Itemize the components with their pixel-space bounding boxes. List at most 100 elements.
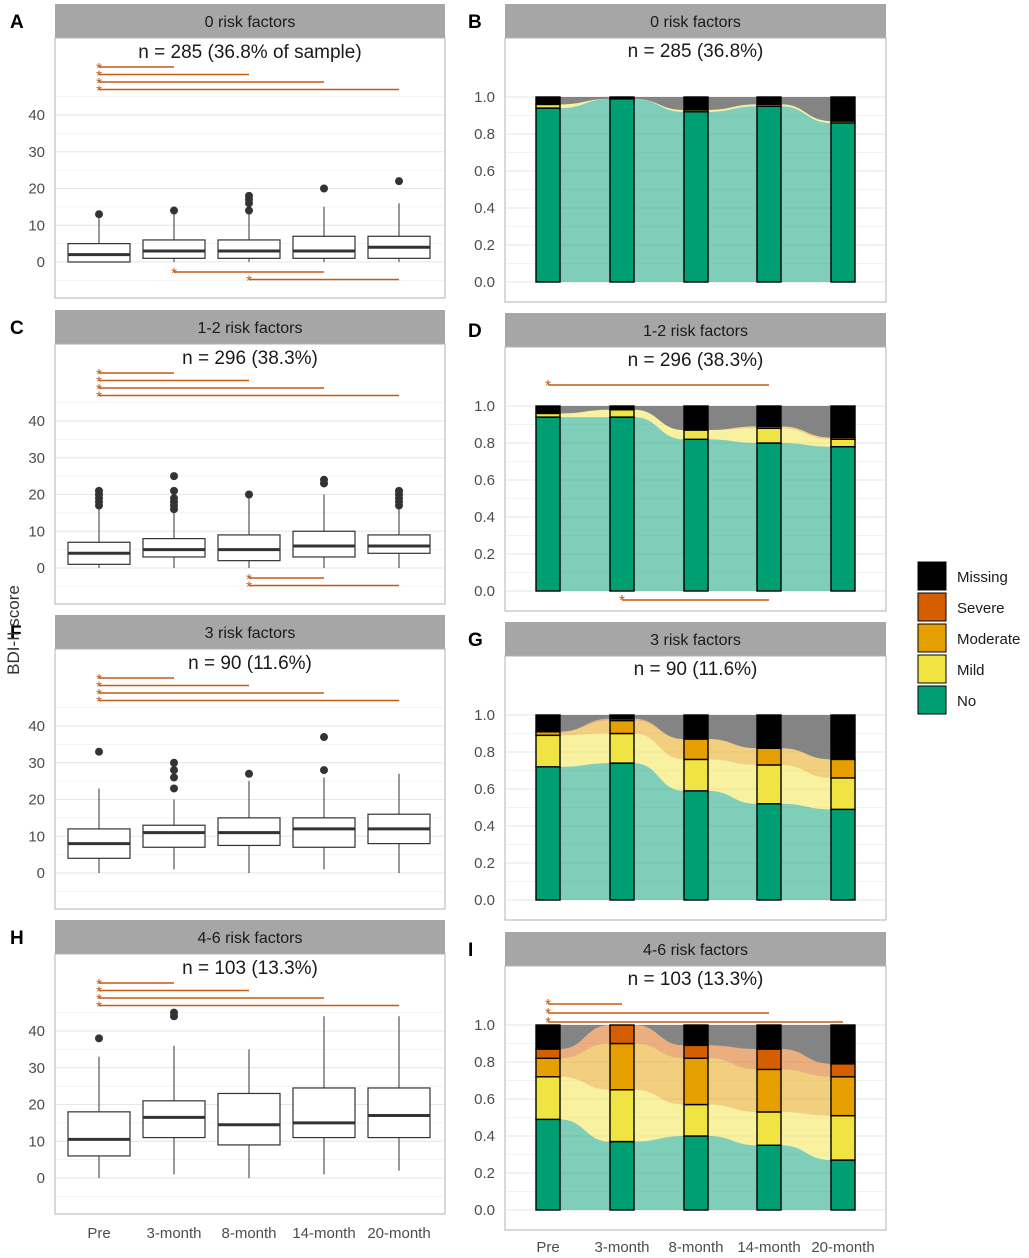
box-iqr [142,239,206,259]
stacked-bar [756,405,782,592]
stacked-bar [535,1024,561,1211]
y-tick-label: 40 [28,718,45,735]
box-iqr [217,1092,281,1146]
legend-swatch [917,623,947,653]
panel-label: F [10,623,22,644]
y-tick-label: 10 [28,1133,45,1150]
bar-segment-no [756,803,782,901]
bar-segment-mild [683,758,709,792]
x-tick-label: 8-month [221,1225,276,1242]
outlier-point [245,206,253,215]
bar-segment-missing [535,1024,561,1050]
box-iqr [367,534,431,554]
bar-segment-no [830,1159,856,1211]
alluvial-flow [708,97,757,110]
legend-label: Mild [957,662,985,679]
bar-segment-moderate [535,1057,561,1078]
alluvial-flow [634,1043,684,1105]
significance-marker: * [96,381,102,398]
bar-segment-missing [683,405,709,431]
significance-marker: * [545,1014,551,1031]
bar-segment-mild [830,777,856,811]
panel-label: I [468,940,473,961]
outlier-point [95,210,103,219]
bar-segment-missing [609,405,635,411]
significance-marker: * [96,83,102,100]
stacked-bar [830,405,856,592]
alluvial-flow [634,1025,684,1059]
outlier-point [395,486,403,495]
boxplot-panel: H 4-6 risk factors n = 103 (13.3%) 0 10 20 30 4… [10,920,446,1242]
x-tick-label: 20-month [811,1239,874,1256]
y-tick-label: 40 [28,107,45,124]
sample-size-label: n = 103 (13.3%) [628,969,764,990]
outlier-point [170,766,178,775]
y-tick-label: 40 [28,413,45,430]
legend-label: No [957,693,976,710]
y-tick-label: 30 [28,755,45,772]
sample-size-label: n = 296 (38.3%) [628,350,764,371]
alluvial-panel: I 4-6 risk factors n = 103 (13.3%) 0.0 0.2 0.… [468,932,887,1256]
alluvial-flow [634,1089,684,1142]
y-tick-label: 10 [28,217,45,234]
alluvial-flow [781,1069,831,1116]
y-tick-label: 0.8 [474,744,495,761]
outlier-point [170,486,178,495]
alluvial-flow [781,748,831,778]
significance-marker: * [96,679,102,696]
bar-segment-no [756,105,782,283]
bar-segment-no [535,1118,561,1211]
alluvial-flow [634,98,684,112]
boxplot-panel: A 0 risk factors n = 285 (36.8% of sample)… [10,4,446,299]
box [292,1016,356,1175]
x-tick-label: 3-month [594,1239,649,1256]
legend-label: Missing [957,569,1008,586]
y-tick-label: 0.2 [474,546,495,563]
alluvial-flow [560,406,610,414]
legend-swatch [917,685,947,715]
alluvial-flow [781,1049,831,1077]
alluvial-flow [634,720,684,760]
box-iqr [67,1111,131,1157]
facet-strip-title: 3 risk factors [205,625,296,642]
y-tick-label: 1.0 [474,89,495,106]
panel-label: D [468,321,482,342]
alluvial-flow [560,1076,610,1142]
bar-segment-no [683,111,709,283]
box [292,475,356,568]
bar-segment-mild [683,1103,709,1137]
box-iqr [367,1087,431,1139]
box [217,769,281,873]
legend-swatch [917,592,947,622]
significance-marker: * [246,571,252,588]
y-tick-label: 1.0 [474,707,495,724]
stacked-bar [756,96,782,283]
alluvial-panel: G 3 risk factors n = 90 (11.6%) 0.0 0.2 0.4 0.… [468,622,887,921]
alluvial-flow [560,763,610,900]
alluvial-flow [634,733,684,791]
bar-segment-severe [756,1048,782,1071]
stacked-bar [830,1024,856,1211]
stacked-bar [756,1024,782,1211]
alluvial-flow [708,1045,757,1070]
alluvial-flow [560,98,610,282]
bar-segment-missing [609,96,635,100]
alluvial-flow [781,443,831,591]
stacked-bar [535,405,561,592]
facet-strip [505,932,886,966]
bar-segment-severe [535,1048,561,1060]
y-tick-label: 0.0 [474,583,495,600]
y-tick-label: 0.6 [474,472,495,489]
bar-segment-missing [609,714,635,720]
alluvial-flow [634,406,684,431]
stacked-bar [683,405,709,592]
facet-strip [55,310,445,344]
y-tick-label: 30 [28,450,45,467]
facet-strip [55,615,445,649]
bar-segment-no [609,416,635,592]
bar-segment-no [683,1135,709,1211]
stacked-bar [683,714,709,901]
bar-segment-no [756,1144,782,1211]
bar-segment-no [683,790,709,901]
